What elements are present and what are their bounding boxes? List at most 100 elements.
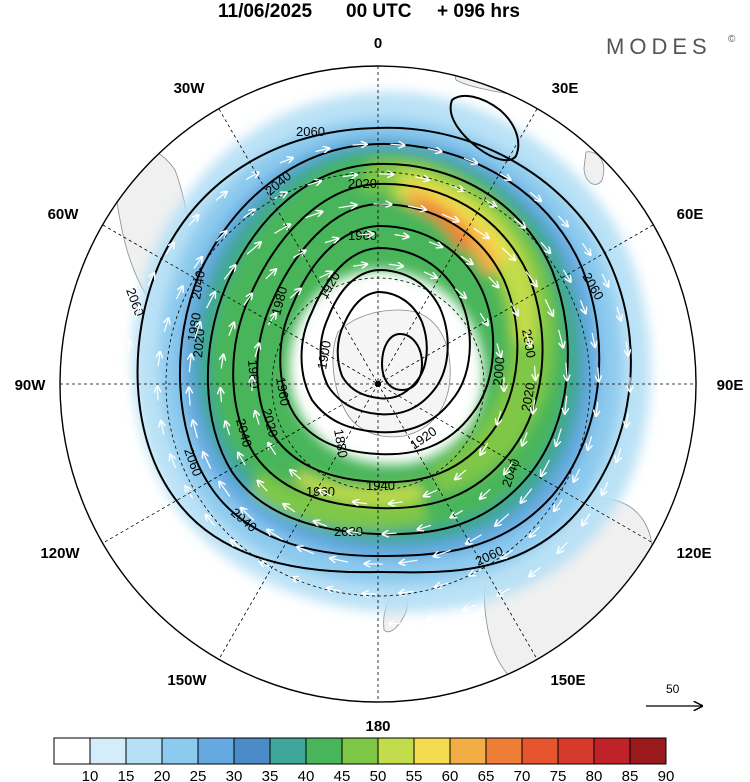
colorbar-tick-label: 60 xyxy=(442,768,459,782)
wind-vector-arrow xyxy=(427,617,441,620)
wind-vector-arrow xyxy=(495,513,510,526)
wind-vector-arrow xyxy=(186,486,194,499)
wind-vector-arrow xyxy=(450,184,464,190)
map-title-lead: + 096 hrs xyxy=(437,1,520,22)
wind-vector-arrow xyxy=(315,616,329,619)
wind-vector-arrow xyxy=(529,191,541,201)
wind-vector-arrow xyxy=(565,395,567,414)
wind-vector-arrow xyxy=(418,525,432,529)
wind-vector-arrow xyxy=(243,210,254,219)
colorbar-swatch xyxy=(89,737,127,765)
wind-vector-arrow xyxy=(521,488,533,503)
wind-vector-arrow xyxy=(427,149,442,152)
wind-vector-arrow xyxy=(265,269,276,280)
wind-vector-arrow xyxy=(488,276,499,287)
wind-vector-arrow xyxy=(225,421,229,436)
wind-vector-arrow xyxy=(188,215,199,227)
wind-vector-arrow xyxy=(353,264,367,266)
wind-vector-arrow xyxy=(260,561,273,569)
wind-vector-arrow xyxy=(423,271,437,278)
brand-mark: © xyxy=(728,34,736,45)
wind-vector-arrow xyxy=(215,567,227,577)
wind-vector-arrow xyxy=(147,273,154,287)
wind-vector-arrow xyxy=(215,231,226,242)
contour-label: 2020 xyxy=(348,176,377,191)
wind-vector-arrow xyxy=(324,239,338,243)
map-title-time: 00 UTC xyxy=(346,1,412,22)
wind-vector-arrow xyxy=(352,623,366,624)
wind-vector-arrow xyxy=(617,306,621,320)
wind-vector-arrow xyxy=(330,558,348,562)
lon-label-90e: 90E xyxy=(717,377,744,394)
contour-label: 1960 xyxy=(348,228,377,243)
wind-vector-arrow xyxy=(379,174,393,175)
wind-vector-arrow xyxy=(161,421,164,436)
wind-vector-arrow xyxy=(510,302,518,315)
wind-vector-arrow xyxy=(268,443,277,456)
wind-vector-arrow xyxy=(228,323,234,336)
wind-vector-arrow xyxy=(314,521,328,527)
contour-line-1880-africa xyxy=(449,94,520,162)
wind-vector-arrow xyxy=(193,421,198,439)
wind-vector-arrow xyxy=(292,577,306,584)
wind-vector-arrow xyxy=(592,332,595,347)
wind-vector-arrow xyxy=(175,286,182,300)
south-pole-marker xyxy=(375,381,381,387)
wind-vector-arrow xyxy=(307,181,320,185)
wind-vector-arrow xyxy=(327,588,341,591)
colorbar-tick-label: 10 xyxy=(82,768,99,782)
wind-vector-arrow xyxy=(541,459,550,476)
colorbar-swatch xyxy=(593,737,631,765)
meridian-30e-150w xyxy=(218,108,538,660)
reference-vector: 50 xyxy=(646,682,702,706)
wind-vector-arrow xyxy=(479,312,488,325)
colorbar-swatch xyxy=(269,737,307,765)
colorbar-tick-label: 70 xyxy=(514,768,531,782)
wind-vector-arrow xyxy=(530,526,541,537)
lon-label-120w: 120W xyxy=(40,545,80,562)
contour-label: 2060 xyxy=(296,124,325,139)
lon-label-60w: 60W xyxy=(48,206,80,223)
wind-vector-arrow xyxy=(558,541,568,552)
wind-vector-arrow xyxy=(400,560,418,563)
wind-vector-arrow xyxy=(460,255,473,264)
wind-vector-arrow xyxy=(601,273,608,287)
wind-vector-arrow xyxy=(231,540,243,550)
wind-vector-arrow xyxy=(388,264,403,266)
colorbar-tick-label: 20 xyxy=(154,768,171,782)
meridian-60e-120w xyxy=(102,224,654,544)
wind-vector-arrow xyxy=(598,367,599,381)
wind-vector-arrow xyxy=(194,322,200,340)
colorbar-swatch xyxy=(161,737,199,765)
wind-vector-arrow xyxy=(480,488,491,499)
contour-line-2040 xyxy=(178,142,601,558)
wind-vector-arrow xyxy=(283,504,296,513)
wind-vector-arrow xyxy=(582,242,591,255)
madagascar-land xyxy=(583,151,605,185)
wind-vector-arrow xyxy=(497,172,510,180)
wind-vector-arrow xyxy=(206,292,215,309)
wind-vector-arrow xyxy=(533,399,535,413)
contour-label: 2020 xyxy=(259,407,281,439)
wind-vector-arrow xyxy=(352,144,367,145)
wind-vector-arrow xyxy=(574,468,581,482)
wind-vector-arrow xyxy=(223,265,235,280)
wind-vector-arrow xyxy=(435,583,449,587)
colorbar-swatch xyxy=(53,737,91,765)
wind-vector-arrow xyxy=(206,515,216,527)
colorbar-swatch xyxy=(485,737,523,765)
wind-vector-arrow xyxy=(390,144,404,145)
wind-vector-arrow xyxy=(415,177,429,180)
wind-vector-arrow xyxy=(255,411,259,425)
wind-vector-arrow xyxy=(274,224,290,234)
wind-vector-arrow xyxy=(463,157,477,163)
wind-vector-arrow xyxy=(480,442,489,455)
wind-vector-arrow xyxy=(483,199,496,207)
contour-label: 1880 xyxy=(331,428,351,459)
wind-vector-arrow xyxy=(626,413,628,427)
wind-vector-arrow xyxy=(215,192,227,201)
colorbar-swatch xyxy=(125,737,163,765)
contour-label: 1960 xyxy=(245,359,262,389)
wind-vector-arrow xyxy=(535,365,536,380)
wind-vector-arrow xyxy=(258,481,268,492)
